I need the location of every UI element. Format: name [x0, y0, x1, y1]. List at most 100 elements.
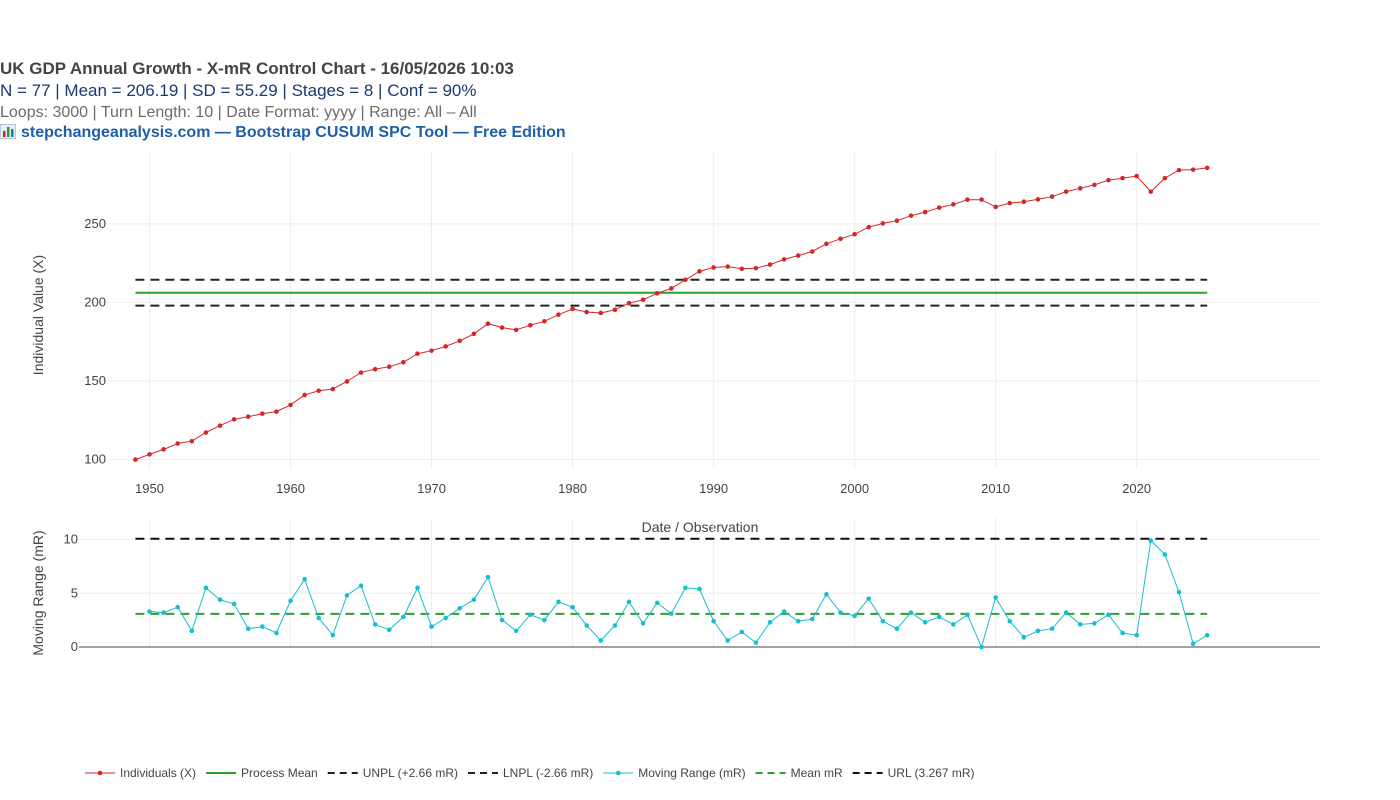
- individuals-x-point: [838, 236, 843, 242]
- moving-range-mr-point: [147, 609, 152, 614]
- individuals-x-point: [288, 402, 293, 408]
- individuals-tick-labels: 100 150 200 250 1950 1960 1970 1980 1990 2000 2010…: [84, 216, 1151, 496]
- legend-item-mean-mr[interactable]: Mean mR: [755, 766, 843, 780]
- moving-range-mr-point: [245, 626, 251, 632]
- x-tick-label: 1960: [276, 481, 305, 496]
- individuals-x-point: [1190, 167, 1196, 172]
- y-tick-label: 10: [64, 532, 78, 547]
- individuals-x-point: [1007, 200, 1013, 206]
- moving-range-mr-point: [965, 612, 970, 618]
- individuals-x-point: [612, 307, 618, 313]
- moving-range-mr-point: [711, 618, 716, 624]
- moving-range-mr-point: [570, 604, 575, 610]
- individuals-x-point: [1176, 167, 1182, 173]
- legend-item-process-mean[interactable]: Process Mean: [206, 766, 318, 780]
- moving-range-mr-point: [1134, 632, 1139, 638]
- individuals-x-point: [344, 379, 350, 384]
- individuals-y-axis-title: Individual Value (X): [30, 255, 46, 375]
- x-tick-label: 1980: [558, 481, 587, 496]
- legend-marker: [97, 770, 103, 776]
- individuals-x-point: [767, 262, 773, 267]
- moving-range-mr-point: [274, 630, 279, 636]
- moving-range-mr-point: [838, 610, 843, 615]
- individuals-x-point: [697, 269, 702, 274]
- moving-range-mr-point: [260, 624, 265, 629]
- y-tick-label: 200: [84, 294, 106, 309]
- moving-range-mr-point: [1077, 622, 1083, 627]
- individuals-x-point: [993, 204, 998, 210]
- individuals-x-point: [443, 344, 448, 349]
- moving-range-mr-line: [149, 539, 1208, 649]
- legend-label: UNPL (+2.66 mR): [363, 766, 458, 780]
- individuals-x-point: [1134, 173, 1139, 179]
- moving-range-mr-point: [1120, 630, 1125, 636]
- legend-item-unpl-2-66-mr[interactable]: UNPL (+2.66 mR): [327, 766, 458, 780]
- individuals-x-point: [147, 452, 152, 457]
- analysis-parameters: Loops: 3000 | Turn Length: 10 | Date For…: [0, 104, 477, 121]
- individuals-x-point: [189, 438, 195, 444]
- brand-text: stepchangeanalysis.com — Bootstrap CUSUM…: [21, 124, 566, 141]
- moving-range-mr-point: [513, 628, 519, 634]
- legend-label: Process Mean: [241, 766, 318, 780]
- individuals-x-point: [161, 447, 166, 452]
- individuals-x-point: [457, 338, 463, 344]
- y-tick-label: 0: [71, 639, 78, 654]
- individuals-x-point: [584, 309, 589, 315]
- moving-range-mr-point: [584, 623, 589, 628]
- individuals-x-point: [133, 457, 138, 462]
- moving-range-mr-point: [1176, 589, 1182, 595]
- moving-range-mr-point: [372, 622, 378, 627]
- legend-item-moving-range-mr[interactable]: Moving Range (mR): [603, 766, 746, 780]
- individuals-x-point: [979, 197, 984, 202]
- individuals-panel: 100 150 200 250 1950 1960 1970 1980 1990 2000 2010…: [30, 150, 1320, 496]
- individuals-x-point: [852, 231, 857, 237]
- moving-range-mr-point: [542, 617, 547, 623]
- moving-range-mr-point: [386, 627, 392, 633]
- moving-range-mr-point: [781, 609, 787, 614]
- legend-label: Individuals (X): [120, 766, 196, 780]
- moving-range-mr-point: [598, 638, 604, 643]
- moving-range-mr-point: [1035, 628, 1041, 634]
- moving-range-mr-point: [330, 632, 336, 638]
- individuals-x-line: [135, 167, 1208, 461]
- individuals-x-point: [203, 430, 209, 435]
- moving-range-limit-lines: [135, 537, 1208, 615]
- moving-range-mr-point: [824, 592, 829, 597]
- moving-range-mr-point: [753, 640, 759, 645]
- individuals-x-point: [401, 360, 406, 365]
- moving-range-mr-point: [810, 616, 815, 622]
- individuals-x-point: [527, 322, 533, 328]
- moving-range-series: [147, 538, 1210, 650]
- moving-range-mr-point: [1007, 618, 1013, 624]
- moving-range-mr-point: [443, 615, 448, 621]
- moving-range-mr-point: [189, 628, 195, 634]
- individuals-x-point: [965, 197, 970, 202]
- legend-item-individuals-x[interactable]: Individuals (X): [85, 766, 196, 780]
- individuals-x-point: [330, 386, 336, 392]
- moving-range-mr-point: [1190, 641, 1196, 647]
- x-tick-label: 1970: [417, 481, 446, 496]
- legend-item-url-3-267-mr[interactable]: URL (3.267 mR): [852, 766, 975, 780]
- moving-range-mr-point: [725, 638, 731, 643]
- moving-range-mr-point: [1092, 621, 1097, 626]
- moving-range-mr-point: [401, 614, 406, 620]
- individuals-x-point: [274, 409, 279, 414]
- individuals-x-point: [598, 310, 604, 316]
- moving-range-mr-point: [457, 606, 463, 611]
- individuals-x-point: [316, 388, 322, 394]
- legend-item-lnpl-2-66-mr[interactable]: LNPL (-2.66 mR): [467, 766, 593, 780]
- moving-range-mr-point: [556, 599, 561, 605]
- moving-range-mr-point: [979, 644, 984, 650]
- moving-range-mr-point: [936, 614, 942, 620]
- individuals-x-point: [781, 257, 787, 262]
- moving-range-mr-point: [231, 601, 237, 607]
- individuals-x-point: [866, 224, 872, 230]
- individuals-x-point: [795, 253, 801, 258]
- moving-range-mr-point: [612, 623, 618, 628]
- brand-line: stepchangeanalysis.com — Bootstrap CUSUM…: [0, 123, 1000, 143]
- individuals-x-point: [556, 312, 561, 317]
- individuals-x-point: [810, 249, 815, 254]
- individuals-x-point: [922, 209, 928, 215]
- individuals-x-point: [824, 241, 829, 247]
